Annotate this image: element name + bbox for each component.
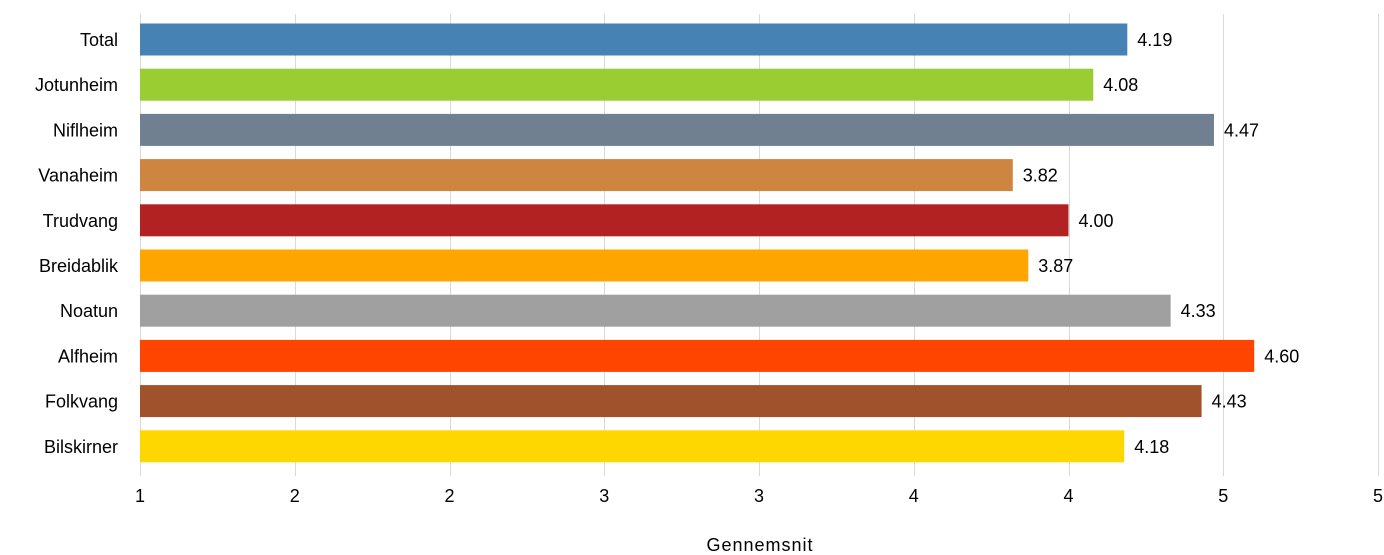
category-label: Noatun bbox=[60, 301, 118, 321]
value-label: 3.87 bbox=[1038, 256, 1073, 276]
category-labels: Total Jotunheim Niflheim Vanaheim Trudvang Br… bbox=[35, 30, 119, 457]
value-label: 4.08 bbox=[1103, 75, 1138, 95]
bars bbox=[140, 23, 1255, 463]
x-tick-labels: 1 2 2 3 3 4 4 5 5 bbox=[135, 486, 1383, 506]
value-label: 4.18 bbox=[1134, 437, 1169, 457]
value-label: 4.19 bbox=[1137, 30, 1172, 50]
category-label: Folkvang bbox=[45, 392, 118, 412]
x-tick-label: 5 bbox=[1373, 486, 1383, 506]
category-label: Bilskirner bbox=[44, 437, 118, 457]
x-tick-label: 2 bbox=[290, 486, 300, 506]
category-label: Breidablik bbox=[39, 256, 119, 276]
category-label: Alfheim bbox=[58, 346, 118, 366]
x-tick-label: 3 bbox=[754, 486, 764, 506]
bar bbox=[140, 385, 1202, 418]
category-label: Total bbox=[80, 30, 118, 50]
x-tick-label: 1 bbox=[135, 486, 145, 506]
category-label: Vanaheim bbox=[38, 166, 118, 186]
bar bbox=[140, 113, 1214, 146]
category-label: Jotunheim bbox=[35, 75, 118, 95]
value-label: 4.60 bbox=[1264, 346, 1299, 366]
value-label: 4.47 bbox=[1224, 120, 1259, 140]
bar bbox=[140, 249, 1029, 282]
x-tick-label: 3 bbox=[599, 486, 609, 506]
category-label: Niflheim bbox=[53, 120, 118, 140]
bar bbox=[140, 159, 1013, 192]
x-tick-label: 5 bbox=[1218, 486, 1228, 506]
value-label: 3.82 bbox=[1023, 166, 1058, 186]
bar bbox=[140, 68, 1094, 101]
bar bbox=[140, 204, 1069, 237]
value-labels: 4.19 4.08 4.47 3.82 4.00 3.87 4.33 4.60 4.43 4.18 bbox=[1023, 30, 1299, 457]
category-label: Trudvang bbox=[43, 211, 118, 231]
x-tick-label: 4 bbox=[1063, 486, 1073, 506]
x-tick-label: 2 bbox=[444, 486, 454, 506]
value-label: 4.43 bbox=[1212, 392, 1247, 412]
value-label: 4.00 bbox=[1079, 211, 1114, 231]
bar bbox=[140, 430, 1125, 463]
bar bbox=[140, 23, 1128, 56]
bar bbox=[140, 339, 1255, 372]
x-axis-title: Gennemsnit bbox=[706, 535, 813, 555]
x-tick-label: 4 bbox=[909, 486, 919, 506]
value-label: 4.33 bbox=[1181, 301, 1216, 321]
bar bbox=[140, 294, 1171, 327]
